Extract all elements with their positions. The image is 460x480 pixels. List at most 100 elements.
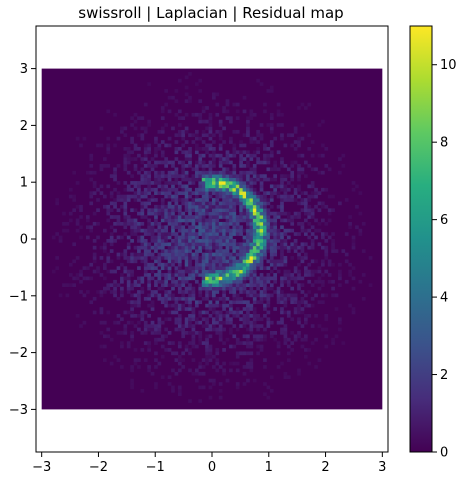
heatmap-cell [109,249,114,253]
heatmap-cell [273,215,278,219]
heatmap-cell [154,136,158,141]
heatmap-cell [188,307,192,311]
heatmap-cell [266,146,271,151]
heatmap-cell [160,239,165,243]
heatmap-cell [232,184,237,189]
heatmap-cell [181,273,186,277]
heatmap-cell [239,225,243,230]
heatmap-cell [297,153,301,158]
heatmap-cell [310,211,315,216]
heatmap-cell [123,266,128,270]
heatmap-cell [184,194,189,199]
heatmap-cell [171,211,175,216]
heatmap-cell [215,259,220,264]
heatmap-cell [297,215,301,219]
heatmap-cell [310,259,315,264]
heatmap-cell [157,245,162,250]
heatmap-cell [184,249,189,253]
heatmap-cell [317,300,322,305]
heatmap-cell [232,344,237,349]
heatmap-cell [321,262,325,267]
heatmap-cell [232,256,237,260]
heatmap-cell [239,157,243,161]
heatmap-cell [286,174,291,178]
heatmap-cell [242,320,247,325]
heatmap-cell [123,215,128,219]
heatmap-cell [229,221,233,226]
heatmap-cell [109,235,114,240]
heatmap-cell [246,252,250,257]
heatmap-cell [263,177,267,182]
heatmap-cell [133,252,138,257]
heatmap-cell [181,365,186,369]
heatmap-cell [205,341,209,345]
heatmap-cell [276,286,281,291]
heatmap-cell [212,276,216,281]
heatmap-cell [310,167,315,172]
heatmap-cell [290,341,295,345]
heatmap-cell [229,160,233,165]
heatmap-cell [181,116,186,121]
heatmap-cell [106,218,111,223]
heatmap-cell [239,150,243,155]
heatmap-cell [174,371,179,376]
heatmap-cell [102,266,107,270]
heatmap-cell [126,300,131,305]
heatmap-cell [194,204,199,209]
heatmap-cell [290,133,295,138]
heatmap-cell [225,187,230,192]
heatmap-cell [167,348,172,352]
heatmap-cell [283,259,288,264]
heatmap-cell [106,164,111,168]
heatmap-cell [276,262,281,267]
heatmap-cell [249,324,254,328]
heatmap-cell [283,273,288,277]
heatmap-cell [201,259,206,264]
heatmap-cell [252,313,257,318]
heatmap-cell [310,181,315,185]
heatmap-cell [283,262,288,267]
heatmap-cell [246,262,250,267]
heatmap-cell [147,242,151,247]
heatmap-cell [181,324,186,328]
heatmap-cell [150,331,155,335]
heatmap-cell [150,327,155,332]
heatmap-cell [235,368,240,373]
heatmap-cell [246,133,250,138]
heatmap-cell [201,221,206,226]
heatmap-cell [143,201,148,206]
heatmap-cell [174,303,179,308]
heatmap-cell [259,262,264,267]
heatmap-cell [324,204,329,209]
heatmap-cell [246,307,250,311]
heatmap-cell [191,317,196,322]
heatmap-cell [167,341,172,345]
heatmap-cell [256,198,260,202]
heatmap-cell [327,208,332,213]
heatmap-cell [181,218,186,223]
heatmap-cell [85,170,90,175]
heatmap-cell [130,334,134,339]
heatmap-cell [256,208,260,213]
heatmap-cell [229,211,233,216]
heatmap-cell [348,303,352,308]
heatmap-cell [198,256,203,260]
heatmap-cell [256,129,260,134]
heatmap-cell [140,191,145,195]
heatmap-cell [276,150,281,155]
heatmap-cell [109,239,114,243]
heatmap-cell [232,286,237,291]
heatmap-cell [171,303,175,308]
heatmap-cell [198,290,203,294]
heatmap-cell [184,215,189,219]
heatmap-cell [235,307,240,311]
heatmap-cell [266,239,271,243]
heatmap-cell [181,164,186,168]
heatmap-cell [201,235,206,240]
heatmap-cell [157,273,162,277]
heatmap-cell [130,181,134,185]
heatmap-cell [205,201,209,206]
heatmap-cell [303,273,308,277]
heatmap-cell [184,170,189,175]
heatmap-cell [229,242,233,247]
